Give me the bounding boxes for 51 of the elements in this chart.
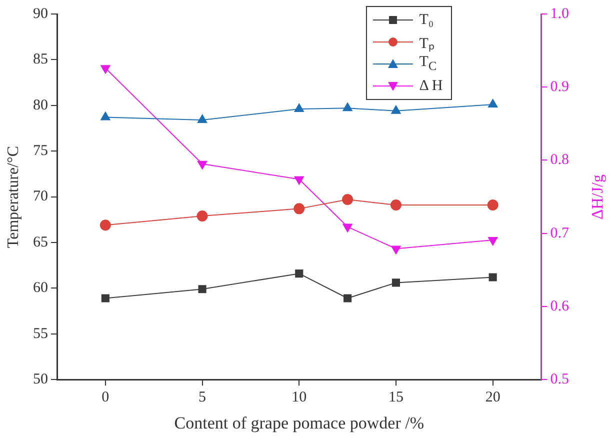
x-tick-label: 15: [388, 390, 404, 406]
y-tick-label: 90: [33, 6, 48, 22]
point: [197, 114, 208, 124]
y2-tick-label: 0.8: [550, 152, 569, 168]
point: [391, 105, 401, 114]
point: [100, 220, 111, 231]
legend-label: T₀: [419, 12, 434, 28]
point: [488, 98, 498, 108]
x-tick-label: 0: [102, 390, 110, 406]
y-tick-label: 70: [33, 188, 48, 205]
point: [100, 112, 110, 120]
point: [391, 246, 401, 254]
y2-tick-label: 0.5: [550, 372, 569, 388]
point: [197, 160, 208, 170]
point: [100, 65, 110, 74]
point: [295, 270, 304, 278]
y-tick-label: 65: [33, 234, 48, 250]
point: [392, 278, 400, 287]
point: [488, 273, 497, 282]
point: [342, 224, 352, 232]
y2-tick-label: 1.0: [550, 6, 569, 22]
point: [294, 176, 304, 185]
point: [390, 200, 402, 211]
point: [342, 102, 352, 112]
y-tick-label: 50: [33, 372, 48, 388]
y-tick-label: 75: [33, 143, 48, 160]
y-tick-label: 55: [33, 326, 48, 342]
x-tick-label: 5: [198, 390, 206, 406]
point: [342, 194, 354, 206]
y2-axis-title: ΔH/J/g: [588, 174, 607, 220]
point: [487, 200, 498, 211]
legend-label: Tₚ: [419, 34, 434, 52]
y2-tick-label: 0.7: [550, 225, 570, 242]
y2-tick-label: 0.6: [550, 298, 570, 314]
x-tick-label: 10: [292, 390, 307, 406]
y-tick-label: 60: [33, 280, 48, 296]
point: [198, 285, 206, 294]
y-tick-label: 85: [33, 52, 48, 68]
y2-tick-label: 0.9: [550, 79, 569, 96]
y-tick-label: 80: [33, 97, 48, 114]
x-axis-title: Content of grape pomace powder /%: [174, 413, 424, 432]
legend-label: Δ H: [419, 78, 443, 94]
x-tick-label: 20: [485, 390, 500, 406]
point: [488, 236, 498, 246]
point: [294, 104, 304, 112]
point: [196, 210, 208, 222]
y-axis-title: Temperature/°C: [5, 146, 24, 248]
point: [101, 294, 110, 302]
legend-label: T$_{C}$: [419, 54, 437, 74]
point: [294, 203, 305, 214]
point: [344, 294, 352, 302]
